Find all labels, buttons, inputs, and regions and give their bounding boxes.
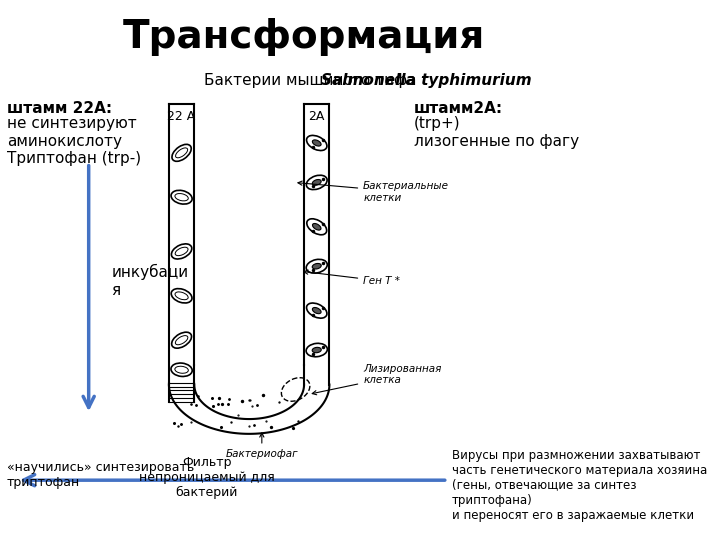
Ellipse shape (312, 307, 321, 314)
Text: штамм 22А:: штамм 22А: (6, 100, 112, 116)
Text: штамм2А:: штамм2А: (414, 100, 503, 116)
Text: (trp+)
лизогенные по фагу: (trp+) лизогенные по фагу (414, 116, 579, 148)
Ellipse shape (312, 264, 321, 269)
Ellipse shape (312, 179, 321, 185)
Text: Salmonella typhimurium: Salmonella typhimurium (321, 73, 531, 89)
Text: Бактериальные
клетки: Бактериальные клетки (298, 181, 449, 203)
Text: Трансформация: Трансформация (123, 18, 485, 57)
Text: 2А: 2А (309, 111, 325, 124)
Text: не синтезируют
аминокислоту
Триптофан (trp-): не синтезируют аминокислоту Триптофан (t… (6, 116, 141, 166)
Text: Фильтр
непроницаемый для
бактерий: Фильтр непроницаемый для бактерий (139, 456, 275, 498)
Text: Вирусы при размножении захватывают
часть генетического материала хозяина
(гены, : Вирусы при размножении захватывают часть… (452, 449, 707, 522)
Ellipse shape (312, 347, 321, 353)
Text: Бактерии мышиного тифа: Бактерии мышиного тифа (204, 73, 422, 89)
Ellipse shape (312, 224, 321, 230)
Text: Ген Т *: Ген Т * (304, 270, 400, 286)
Text: Бактериофаг: Бактериофаг (225, 433, 298, 458)
Text: 22 А: 22 А (168, 111, 196, 124)
Text: инкубаци
я: инкубаци я (112, 264, 189, 298)
Ellipse shape (312, 140, 321, 146)
Text: «научились» синтезировать
триптофан: «научились» синтезировать триптофан (6, 462, 194, 489)
Text: Лизированная
клетка: Лизированная клетка (312, 364, 441, 395)
